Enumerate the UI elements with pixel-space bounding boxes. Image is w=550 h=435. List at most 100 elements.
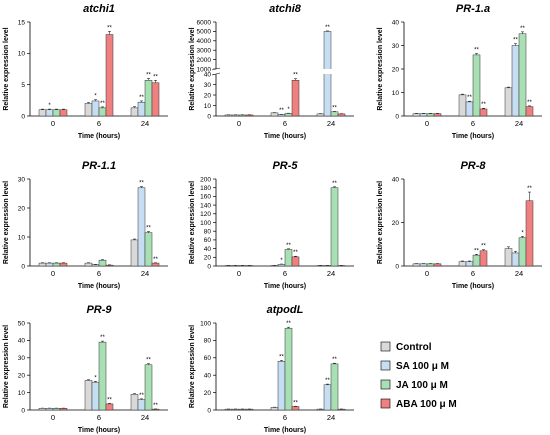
y-tick-label: 40 (204, 71, 212, 78)
legend-label-aba: ABA 100 μ M (396, 399, 457, 410)
bar-control (270, 112, 279, 117)
bar-sa (91, 100, 100, 117)
significance-label: * (48, 103, 51, 109)
bar-sa (231, 114, 240, 117)
significance-label: ** (332, 105, 337, 111)
significance-label: ** (146, 225, 151, 231)
significance-label: ** (153, 74, 158, 80)
legend-item-control: Control (380, 341, 432, 353)
significance-label: ** (332, 181, 337, 187)
y-axis-label: Relative expression level (377, 27, 384, 110)
significance-label: ** (139, 95, 144, 101)
panel-title: PR-1.1 (82, 160, 116, 172)
legend-swatch-aba (380, 398, 391, 409)
significance-label: ** (527, 186, 532, 192)
y-tick-label: 40 (392, 176, 400, 183)
axis-break-mark (211, 72, 221, 76)
bar-control (316, 113, 325, 117)
bar-sa (91, 264, 100, 267)
panels: atchi1 0 5 10 15 Relative expression level Tim… (3, 3, 542, 434)
bar-break (323, 69, 332, 74)
panel-title: PR-8 (460, 160, 486, 172)
bar-sa (91, 381, 100, 411)
bar-aba (151, 262, 160, 267)
bar-ja (52, 408, 61, 411)
y-tick-label: 100 (200, 320, 211, 327)
significance-label: ** (481, 102, 486, 108)
bar-ja (52, 262, 61, 267)
bar-aba (479, 108, 488, 117)
bar-aba (337, 113, 346, 117)
bar-ja (238, 114, 247, 117)
significance-label: ** (293, 73, 298, 79)
panel-title: PR-1.a (456, 3, 490, 15)
bar-sa (465, 261, 474, 267)
x-tick-label: 24 (327, 269, 335, 278)
y-tick-label: 20 (392, 66, 400, 73)
y-tick-label: 10 (392, 90, 400, 97)
x-tick-label: 6 (283, 119, 287, 128)
bar-aba (105, 403, 114, 411)
significance-label: ** (474, 47, 479, 53)
significance-label: ** (107, 25, 112, 31)
bar-ja (284, 327, 293, 411)
significance-label: * (287, 107, 290, 113)
significance-label: ** (146, 358, 151, 364)
bar-control (38, 109, 47, 117)
x-tick-label: 0 (51, 413, 55, 422)
y-tick-label: 0 (21, 113, 25, 120)
x-tick-label: 24 (141, 269, 149, 278)
panel-2: PR-1.a 0 10 20 30 40 Relative expression level… (377, 3, 542, 140)
bar-sa (277, 361, 286, 411)
y-tick-label: 0 (207, 113, 211, 120)
significance-label: * (94, 375, 97, 381)
bar-sa (45, 109, 54, 117)
legend-swatch-sa (380, 360, 391, 371)
y-tick-label: 0 (395, 113, 399, 120)
bar-sa (511, 252, 520, 267)
legend-item-sa: SA 100 μ M (380, 360, 449, 372)
x-tick-label: 24 (141, 119, 149, 128)
y-tick-label: 20 (204, 255, 212, 262)
bar-aba (291, 80, 300, 117)
significance-label: * (94, 94, 97, 100)
x-axis-label: Time (hours) (264, 427, 306, 434)
y-tick-label: 30 (18, 355, 26, 362)
significance-label: ** (474, 248, 479, 254)
bar-aba (245, 114, 254, 117)
significance-label: ** (481, 244, 486, 250)
x-tick-label: 0 (237, 413, 241, 422)
y-tick-label: 0 (21, 263, 25, 270)
bar-sa (419, 263, 428, 267)
bar-control (458, 261, 467, 267)
bar-ja (98, 107, 107, 117)
y-tick-label: 160 (200, 194, 211, 201)
significance-label: * (280, 258, 283, 264)
y-tick-label: 60 (204, 237, 212, 244)
x-tick-label: 24 (141, 413, 149, 422)
x-tick-label: 0 (425, 119, 429, 128)
panel-title: atchi1 (83, 3, 115, 15)
bar-sa (277, 264, 286, 267)
bar-control (504, 248, 513, 267)
y-tick-label: 140 (200, 202, 211, 209)
panel-6: PR-9 0 10 20 30 40 50 Relative expression level… (3, 304, 168, 434)
panel-title: PR-9 (86, 304, 112, 316)
x-tick-label: 6 (471, 269, 475, 278)
panel-4: PR-5020406080100120140160180200Relative … (189, 160, 354, 290)
x-tick-label: 0 (237, 269, 241, 278)
significance-label: ** (153, 403, 158, 409)
panel-5: PR-8 0 20 40 Relative expression level Time (… (377, 160, 542, 290)
y-tick-label: 20 (18, 373, 26, 380)
bar-aba (151, 408, 160, 411)
x-tick-label: 24 (515, 269, 523, 278)
bar-aba (105, 34, 114, 117)
significance-label: ** (100, 101, 105, 107)
bar-ja (284, 249, 293, 267)
y-tick-label: 80 (204, 338, 212, 345)
bar-sa (511, 45, 520, 117)
bar-control (130, 107, 139, 117)
significance-label: ** (279, 354, 284, 360)
bar-aba (59, 408, 68, 411)
legend-item-ja: JA 100 μ M (380, 379, 448, 391)
